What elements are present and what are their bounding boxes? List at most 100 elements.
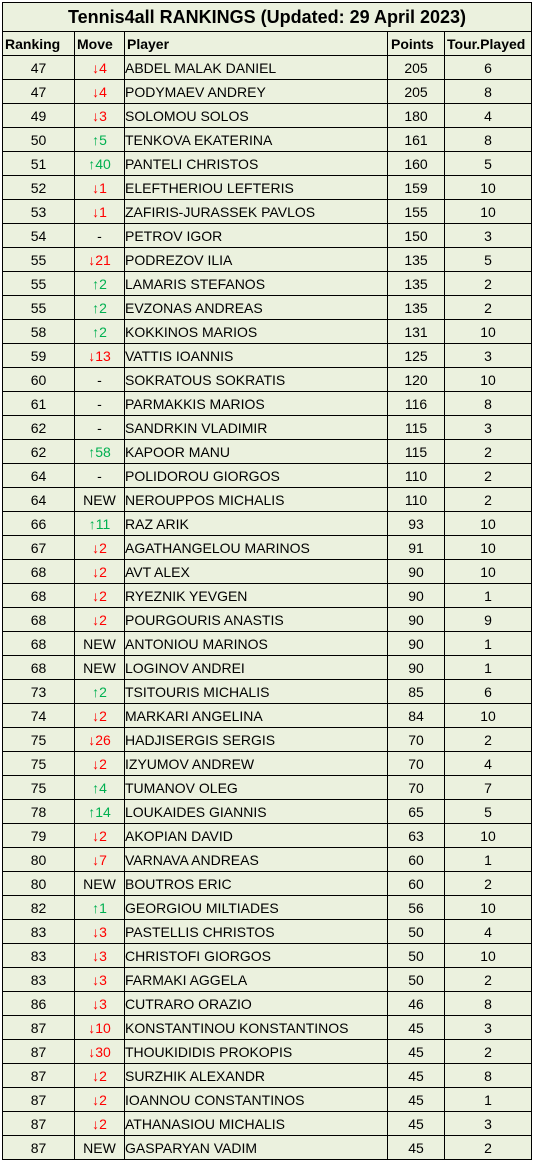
player-cell: HADJISERGIS SERGIS: [125, 728, 388, 752]
player-cell: AVT ALEX: [125, 560, 388, 584]
move-cell: NEW: [75, 656, 125, 680]
player-cell: MARKARI ANGELINA: [125, 704, 388, 728]
move-cell: ↓30: [75, 1040, 125, 1064]
points-cell: 180: [388, 104, 445, 128]
ranking-cell: 87: [3, 1040, 75, 1064]
ranking-cell: 80: [3, 872, 75, 896]
tours-played-cell: 10: [445, 560, 532, 584]
move-cell: ↑58: [75, 440, 125, 464]
points-cell: 50: [388, 968, 445, 992]
player-cell: CUTRARO ORAZIO: [125, 992, 388, 1016]
points-cell: 205: [388, 80, 445, 104]
player-cell: EVZONAS ANDREAS: [125, 296, 388, 320]
points-cell: 150: [388, 224, 445, 248]
tours-played-cell: 6: [445, 56, 532, 80]
tours-played-cell: 2: [445, 272, 532, 296]
table-row: 78 ↑14 LOUKAIDES GIANNIS 65 5: [3, 800, 532, 824]
move-cell: ↓3: [75, 920, 125, 944]
table-row: 68 NEW ANTONIOU MARINOS 90 1: [3, 632, 532, 656]
table-row: 87 NEW GASPARYAN VADIM 45 2: [3, 1136, 532, 1160]
points-cell: 60: [388, 872, 445, 896]
table-row: 53 ↓1 ZAFIRIS-JURASSEK PAVLOS 155 10: [3, 200, 532, 224]
move-cell: -: [75, 464, 125, 488]
player-cell: RYEZNIK YEVGEN: [125, 584, 388, 608]
points-cell: 45: [388, 1064, 445, 1088]
move-cell: ↑2: [75, 272, 125, 296]
points-cell: 159: [388, 176, 445, 200]
ranking-cell: 87: [3, 1064, 75, 1088]
table-row: 67 ↓2 AGATHANGELOU MARINOS 91 10: [3, 536, 532, 560]
player-cell: VARNAVA ANDREAS: [125, 848, 388, 872]
tours-played-cell: 1: [445, 1088, 532, 1112]
move-cell: -: [75, 368, 125, 392]
tours-played-cell: 2: [445, 728, 532, 752]
ranking-cell: 64: [3, 464, 75, 488]
tours-played-cell: 2: [445, 440, 532, 464]
points-cell: 63: [388, 824, 445, 848]
points-cell: 45: [388, 1088, 445, 1112]
points-cell: 85: [388, 680, 445, 704]
ranking-cell: 66: [3, 512, 75, 536]
table-row: 73 ↑2 TSITOURIS MICHALIS 85 6: [3, 680, 532, 704]
player-cell: POLIDOROU GIORGOS: [125, 464, 388, 488]
player-cell: PASTELLIS CHRISTOS: [125, 920, 388, 944]
tours-played-cell: 10: [445, 368, 532, 392]
ranking-cell: 75: [3, 752, 75, 776]
table-row: 68 ↓2 AVT ALEX 90 10: [3, 560, 532, 584]
points-cell: 45: [388, 1136, 445, 1160]
move-cell: -: [75, 416, 125, 440]
points-cell: 90: [388, 632, 445, 656]
move-cell: NEW: [75, 632, 125, 656]
player-cell: CHRISTOFI GIORGOS: [125, 944, 388, 968]
ranking-cell: 86: [3, 992, 75, 1016]
player-cell: TENKOVA EKATERINA: [125, 128, 388, 152]
ranking-cell: 74: [3, 704, 75, 728]
move-cell: ↓10: [75, 1016, 125, 1040]
tours-played-cell: 9: [445, 608, 532, 632]
ranking-cell: 79: [3, 824, 75, 848]
ranking-cell: 68: [3, 608, 75, 632]
player-cell: AKOPIAN DAVID: [125, 824, 388, 848]
ranking-cell: 68: [3, 656, 75, 680]
table-row: 80 NEW BOUTROS ERIC 60 2: [3, 872, 532, 896]
ranking-cell: 58: [3, 320, 75, 344]
player-cell: IZYUMOV ANDREW: [125, 752, 388, 776]
table-row: 52 ↓1 ELEFTHERIOU LEFTERIS 159 10: [3, 176, 532, 200]
tours-played-cell: 4: [445, 752, 532, 776]
tours-played-cell: 2: [445, 968, 532, 992]
tours-played-cell: 10: [445, 176, 532, 200]
player-cell: FARMAKI AGGELA: [125, 968, 388, 992]
points-cell: 84: [388, 704, 445, 728]
player-cell: RAZ ARIK: [125, 512, 388, 536]
ranking-cell: 60: [3, 368, 75, 392]
table-row: 61- PARMAKKIS MARIOS 116 8: [3, 392, 532, 416]
player-cell: TSITOURIS MICHALIS: [125, 680, 388, 704]
table-row: 47 ↓4 PODYMAEV ANDREY 205 8: [3, 80, 532, 104]
table-row: 86 ↓3 CUTRARO ORAZIO 46 8: [3, 992, 532, 1016]
table-row: 66 ↑11 RAZ ARIK 93 10: [3, 512, 532, 536]
ranking-cell: 87: [3, 1112, 75, 1136]
move-cell: ↓3: [75, 992, 125, 1016]
points-cell: 115: [388, 416, 445, 440]
move-cell: ↓2: [75, 608, 125, 632]
move-cell: ↓2: [75, 536, 125, 560]
player-cell: LOGINOV ANDREI: [125, 656, 388, 680]
tours-played-cell: 1: [445, 848, 532, 872]
points-cell: 125: [388, 344, 445, 368]
points-cell: 155: [388, 200, 445, 224]
ranking-cell: 55: [3, 248, 75, 272]
move-cell: ↓21: [75, 248, 125, 272]
ranking-cell: 50: [3, 128, 75, 152]
tours-played-cell: 10: [445, 704, 532, 728]
tours-played-cell: 10: [445, 896, 532, 920]
points-cell: 116: [388, 392, 445, 416]
points-cell: 90: [388, 584, 445, 608]
ranking-cell: 52: [3, 176, 75, 200]
player-cell: ANTONIOU MARINOS: [125, 632, 388, 656]
table-row: 83 ↓3 PASTELLIS CHRISTOS 50 4: [3, 920, 532, 944]
tours-played-cell: 4: [445, 104, 532, 128]
ranking-cell: 64: [3, 488, 75, 512]
tours-played-cell: 2: [445, 872, 532, 896]
header-ranking: Ranking: [3, 32, 75, 56]
player-cell: KONSTANTINOU KONSTANTINOS: [125, 1016, 388, 1040]
